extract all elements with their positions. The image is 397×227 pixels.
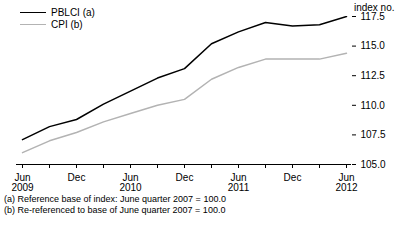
- svg-text:Jun2010: Jun2010: [119, 172, 142, 193]
- svg-text:index no.: index no.: [354, 2, 395, 13]
- svg-text:Jun2011: Jun2011: [228, 172, 250, 193]
- svg-text:Dec: Dec: [176, 172, 194, 183]
- html-text:PBLCI (a): PBLCI (a): [51, 6, 95, 18]
- svg-text:110.0: 110.0: [361, 100, 386, 111]
- svg-text:Dec: Dec: [68, 172, 86, 183]
- svg-text:Jun2009: Jun2009: [11, 172, 34, 193]
- html-text:CPI (b): CPI (b): [51, 18, 83, 30]
- svg-text:Dec: Dec: [284, 172, 302, 183]
- svg-text:105.0: 105.0: [361, 159, 386, 170]
- svg-text:107.5: 107.5: [361, 129, 386, 140]
- svg-text:115.0: 115.0: [361, 40, 386, 51]
- svg-text:117.5: 117.5: [360, 10, 385, 22]
- html-text:(a) Reference base of index: J: (a) Reference base of index: June quarte…: [4, 194, 226, 204]
- svg-text:Jun2012: Jun2012: [335, 172, 358, 193]
- html-text:(b) Re-referenced to base of J: (b) Re-referenced to base of June quarte…: [4, 205, 226, 215]
- svg-text:112.5: 112.5: [361, 70, 386, 81]
